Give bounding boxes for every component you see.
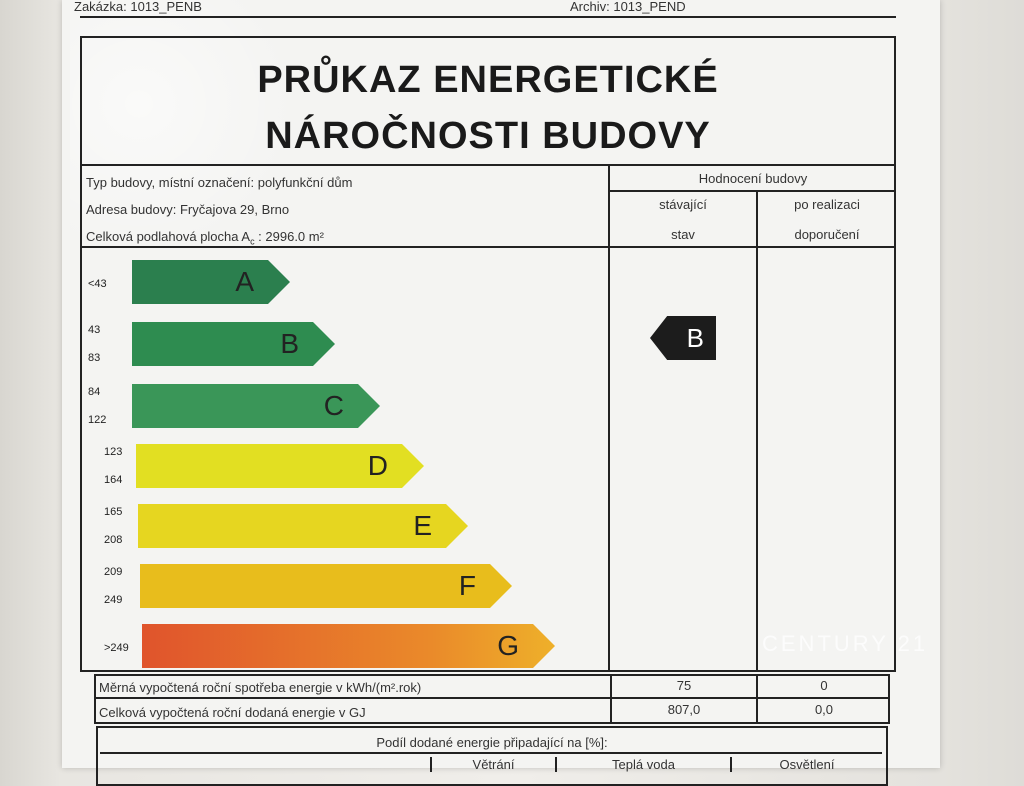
current-state-header-2: stav [671,227,695,242]
energy-class-f-bar: F [140,564,512,608]
rating-table [80,164,896,672]
energy-values-table [94,674,890,724]
energy-share-title: Podíl dodané energie připadající na [%]: [376,735,608,750]
after-recommendation-header-2: doporučení [794,227,860,242]
class-range-to: 83 [88,352,101,364]
certificate-title: PRŮKAZ ENERGETICKÉ NÁROČNOSTI BUDOVY [80,36,896,166]
total-energy-label: Celková vypočtená roční dodaná energie v… [99,705,366,720]
class-range-from: >249 [104,642,129,654]
specific-consumption-current: 75 [676,678,692,693]
class-letter: F [458,570,476,601]
class-letter: B [280,328,299,359]
title-line-2: NÁROČNOSTI BUDOVY [265,115,711,157]
order-number: Zakázka: 1013_PENB [74,0,202,14]
class-letter: D [367,450,388,481]
energy-class-e-bar: E [138,504,468,548]
total-energy-after: 0,0 [814,702,834,717]
specific-consumption-after: 0 [820,678,828,693]
class-range-from: 43 [88,324,101,336]
energy-class-c-bar: C [132,384,380,428]
total-energy-current: 807,0 [667,702,701,717]
archive-number: Archiv: 1013_PEND [570,0,686,14]
glare-reflection [70,0,300,260]
energy-class-d-bar: D [136,444,424,488]
after-recommendation-header-1: po realizaci [794,197,860,212]
share-column-header: Větrání [430,757,555,772]
current-class-indicator: B [650,316,716,360]
class-range-from: 209 [104,566,123,578]
class-range-to: 208 [104,534,123,546]
class-letter: G [497,630,519,661]
floor-area: Celková podlahová plocha Ac : 2996.0 m² [86,229,324,247]
title-line-1: PRŮKAZ ENERGETICKÉ [257,59,719,101]
energy-class-b-bar: B [132,322,335,366]
class-range-to: 249 [104,594,123,606]
century21-watermark: CENTURY 21 [762,631,929,656]
specific-consumption-label: Měrná vypočtená roční spotřeba energie v… [99,680,422,695]
class-letter: A [235,266,254,297]
class-range-from: 84 [88,386,101,398]
class-range-to: 122 [88,414,107,426]
class-range-from: 123 [104,446,123,458]
rating-header: Hodnocení budovy [698,171,808,186]
class-range-from: 165 [104,506,123,518]
class-letter: E [413,510,432,541]
class-range-from: <43 [88,278,107,290]
energy-class-g-bar: G [142,624,555,668]
building-address: Adresa budovy: Fryčajova 29, Brno [86,202,290,217]
class-letter: C [323,390,344,421]
class-range-to: 164 [104,474,123,486]
building-type: Typ budovy, místní označení: polyfunkční… [86,175,353,190]
current-state-header-1: stávající [659,197,707,212]
share-column-header: Teplá voda [555,757,730,772]
share-column-header: Osvětlení [730,757,882,772]
energy-class-a-bar: A [132,260,290,304]
